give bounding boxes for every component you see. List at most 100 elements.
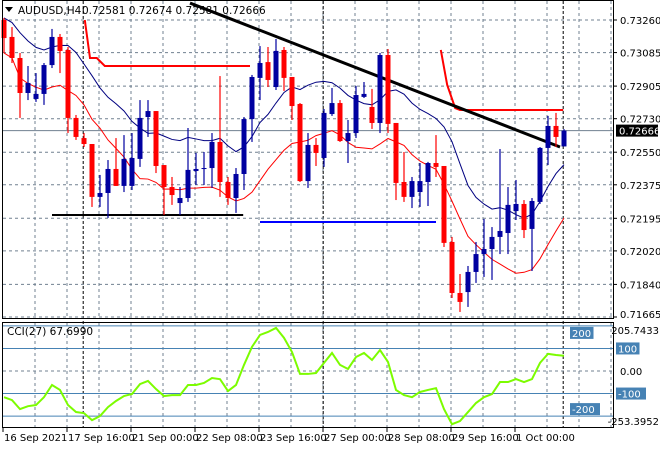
current-price-label: 0.72666 (619, 127, 660, 138)
candle-body (465, 271, 471, 293)
cci-label: CCI(27) 67.6990 (7, 326, 93, 338)
time-tick-label: 17 Sep 16:00 (68, 433, 135, 444)
candle-body (225, 182, 231, 199)
cci-panel (3, 325, 613, 426)
candle-body (281, 49, 287, 78)
candle-body (553, 125, 559, 137)
candle (153, 111, 159, 174)
candle (233, 168, 239, 213)
time-tick-label: 21 Sep 00:00 (132, 433, 199, 444)
candle-body (241, 119, 247, 174)
candle (57, 33, 63, 74)
candle (433, 135, 439, 177)
candle-body (433, 163, 439, 167)
candle-body (65, 49, 71, 118)
cci-max-label: 205.7433 (611, 326, 659, 337)
candle-body (49, 36, 55, 66)
candle-body (441, 165, 447, 243)
candle (361, 82, 367, 99)
candle-body (233, 173, 239, 199)
cci-level-box (570, 403, 600, 416)
candle-body (297, 103, 303, 182)
candle-body (481, 249, 487, 255)
candle-body (217, 141, 223, 182)
candle (345, 119, 351, 164)
candle (113, 138, 119, 186)
candle (137, 100, 143, 167)
candle-body (113, 168, 119, 186)
candle (457, 273, 463, 312)
candle (241, 117, 247, 191)
candle (553, 112, 559, 147)
candle-body (41, 65, 47, 94)
candle (417, 163, 423, 207)
candle (49, 28, 55, 69)
time-tick-label: 23 Sep 16:00 (260, 433, 327, 444)
price-tick-label: 0.71665 (620, 310, 660, 321)
candle-body (161, 165, 167, 188)
candle-body (129, 157, 135, 186)
cci-level-box (570, 326, 594, 339)
price-tick-label: 0.72905 (620, 82, 660, 93)
time-tick-label: 1 Oct 00:00 (516, 433, 575, 444)
candle (217, 76, 223, 197)
triangle-down-icon[interactable] (5, 7, 13, 12)
candle-body (425, 163, 431, 182)
candle-body (377, 55, 383, 123)
cci-panel-border (2, 322, 614, 428)
candle-body (153, 111, 159, 166)
candle-body (345, 133, 351, 142)
time-tick-label: 28 Sep 08:00 (388, 433, 455, 444)
candle-body (513, 203, 519, 212)
resistance-step-line (439, 49, 564, 111)
candle (65, 47, 71, 134)
candle (289, 76, 295, 120)
main-panel-border (2, 0, 614, 319)
candle (273, 38, 279, 91)
cci-level-box (616, 387, 646, 400)
candle-body (265, 62, 271, 80)
cci-level-label: -200 (572, 405, 595, 416)
candle (393, 122, 399, 201)
cci-line (3, 326, 565, 426)
time-tick-label: 29 Sep 16:00 (452, 433, 519, 444)
candle-body (249, 76, 255, 120)
cci-min-label: -253.3952 (608, 417, 659, 428)
candle-body (169, 187, 175, 196)
candle-body (33, 93, 39, 99)
candle-body (473, 254, 479, 272)
candle-body (81, 138, 87, 145)
candle-body (17, 57, 23, 93)
candle (9, 27, 15, 64)
candle (225, 176, 231, 205)
candle (249, 74, 255, 142)
price-axis[interactable]: 0.73260 0.73085 0.72905 0.72730 0.72550 0.723… (613, 16, 660, 321)
candle (489, 227, 495, 280)
candle (81, 133, 87, 147)
price-tick-label: 0.72195 (620, 214, 660, 225)
candle-body (289, 76, 295, 107)
price-tick-label: 0.72730 (620, 115, 660, 126)
candle (297, 103, 303, 182)
candle-body (305, 144, 311, 182)
candle (185, 128, 191, 202)
candle-body (353, 95, 359, 134)
chart-drawings (52, 1, 564, 224)
candle-body (497, 230, 503, 237)
time-tick-label: 22 Sep 08:00 (196, 433, 263, 444)
candle-body (385, 55, 391, 124)
candle (89, 144, 95, 207)
candle (161, 165, 167, 215)
candle (409, 176, 415, 209)
candle (329, 87, 335, 116)
candle (305, 133, 311, 188)
candle-body (329, 103, 335, 115)
candle (401, 152, 407, 202)
candle (513, 179, 519, 220)
cci-level-box (616, 342, 640, 355)
candle (369, 88, 375, 129)
candle (25, 65, 31, 101)
candle-body (457, 292, 463, 302)
